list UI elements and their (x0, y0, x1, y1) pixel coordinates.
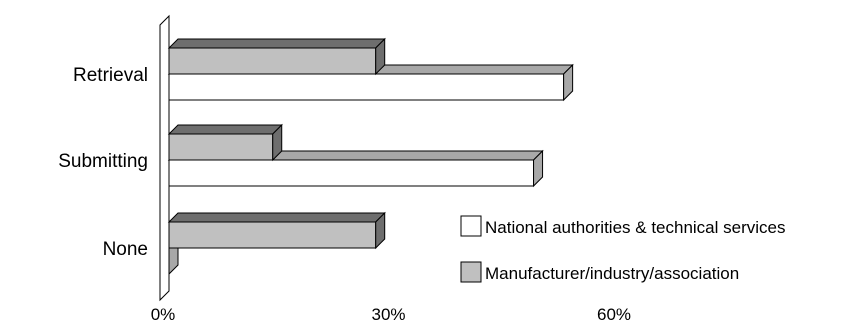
legend-label-manufacturer: Manufacturer/industry/association (485, 264, 739, 283)
bar-retrieval-manufacturer (167, 37, 386, 76)
bar-front-face (168, 47, 377, 75)
category-label-retrieval: Retrieval (73, 65, 148, 86)
bar-front-face (168, 133, 274, 161)
x-tick-label-30: 30% (371, 305, 405, 324)
x-axis-tick-labels: 0% 30% 60% (151, 305, 631, 324)
bar-top-face (167, 212, 386, 223)
bar-front-face (168, 221, 377, 249)
bar-top-face (167, 38, 386, 49)
category-label-submitting: Submitting (58, 151, 148, 172)
bar-side-face (375, 211, 386, 250)
bar-front-face (168, 159, 535, 187)
bar-side-face (375, 37, 386, 76)
category-labels: Retrieval Submitting None (58, 65, 148, 260)
bar-submitting-manufacturer (167, 123, 283, 162)
bar-front-face (168, 73, 565, 101)
legend: National authorities & technical service… (460, 215, 785, 283)
bar-side-face (533, 149, 544, 188)
bar-side-face (563, 63, 574, 102)
legend-swatch-national-authorities (460, 215, 482, 237)
bar-top-face (167, 124, 283, 135)
axis-walls (159, 14, 170, 302)
x-tick-label-60: 60% (597, 305, 631, 324)
axis-side-wall (159, 14, 170, 302)
bar-none-manufacturer (167, 211, 386, 250)
legend-swatch-manufacturer (460, 261, 482, 283)
legend-label-national-authorities: National authorities & technical service… (485, 218, 785, 237)
bar-side-face (272, 123, 283, 162)
bars (167, 37, 574, 276)
x-tick-label-0: 0% (151, 305, 176, 324)
category-label-none: None (103, 239, 148, 260)
